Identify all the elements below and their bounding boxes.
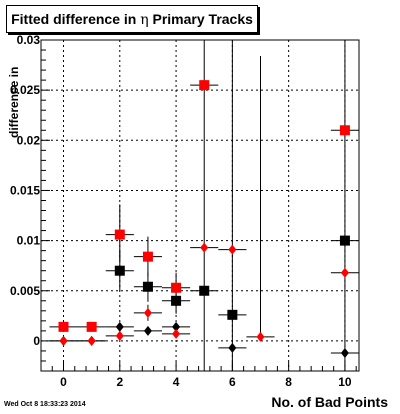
title-prefix: Fitted difference in xyxy=(11,11,141,27)
data-point-diamond xyxy=(200,242,209,253)
data-point-diamond xyxy=(172,321,181,332)
y-tick-label: 0.025 xyxy=(10,83,40,97)
data-point-diamond xyxy=(256,331,265,342)
data-point-square xyxy=(86,321,97,332)
x-tick-label: 0 xyxy=(60,375,67,389)
data-point-square xyxy=(339,125,350,136)
y-axis-ticks xyxy=(41,39,50,372)
y-axis-label-text: difference in xyxy=(7,66,21,138)
timestamp: Wed Oct 8 18:33:23 2014 xyxy=(4,401,86,408)
data-point-square xyxy=(171,282,182,293)
data-point-square xyxy=(199,80,210,91)
data-point-square xyxy=(114,229,125,240)
y-tick-label: 0.02 xyxy=(17,133,41,147)
title-suffix: Primary Tracks xyxy=(148,11,253,27)
plot-frame xyxy=(40,39,360,372)
data-point-diamond xyxy=(228,342,237,353)
y-tick-label: 0.005 xyxy=(10,284,40,298)
data-point-square xyxy=(227,309,238,320)
data-point-diamond xyxy=(143,325,152,336)
title-symbol: η xyxy=(140,12,149,28)
x-tick-label: 4 xyxy=(173,375,180,389)
data-point-square xyxy=(142,281,153,292)
data-layer xyxy=(49,40,359,371)
data-point-square xyxy=(199,285,210,296)
x-tick-label: 8 xyxy=(285,375,292,389)
y-tick-labels: 0 0.005 0.01 0.015 0.02 0.025 0.03 xyxy=(10,33,40,348)
data-point-square xyxy=(339,235,350,246)
y-tick-label: 0.03 xyxy=(17,33,41,47)
data-point-diamond xyxy=(340,347,349,358)
x-axis-ticks xyxy=(40,362,357,371)
chart-title: Fitted difference in η Primary Tracks xyxy=(6,5,258,33)
x-axis-label: No. of Bad Points xyxy=(271,394,388,410)
data-point-diamond xyxy=(143,307,152,318)
series-0 xyxy=(105,40,359,371)
series-1 xyxy=(49,80,359,332)
data-point-diamond xyxy=(87,335,96,346)
y-tick-label: 0 xyxy=(33,334,40,348)
data-point-square xyxy=(114,265,125,276)
series-3 xyxy=(49,56,359,346)
data-point-diamond xyxy=(115,321,124,332)
y-tick-label: 0.01 xyxy=(17,234,41,248)
x-tick-label: 6 xyxy=(229,375,236,389)
data-point-square xyxy=(142,251,153,262)
y-tick-label: 0.015 xyxy=(10,183,40,197)
x-tick-labels: 0 2 4 6 8 10 xyxy=(60,375,352,389)
data-point-square xyxy=(58,321,69,332)
y-axis-label: difference in xyxy=(7,43,23,138)
x-tick-label: 2 xyxy=(116,375,123,389)
data-point-diamond xyxy=(172,328,181,339)
data-point-diamond xyxy=(228,244,237,255)
data-point-diamond xyxy=(59,335,68,346)
data-point-diamond xyxy=(115,330,124,341)
x-tick-label: 10 xyxy=(338,375,352,389)
data-point-diamond xyxy=(340,267,349,278)
